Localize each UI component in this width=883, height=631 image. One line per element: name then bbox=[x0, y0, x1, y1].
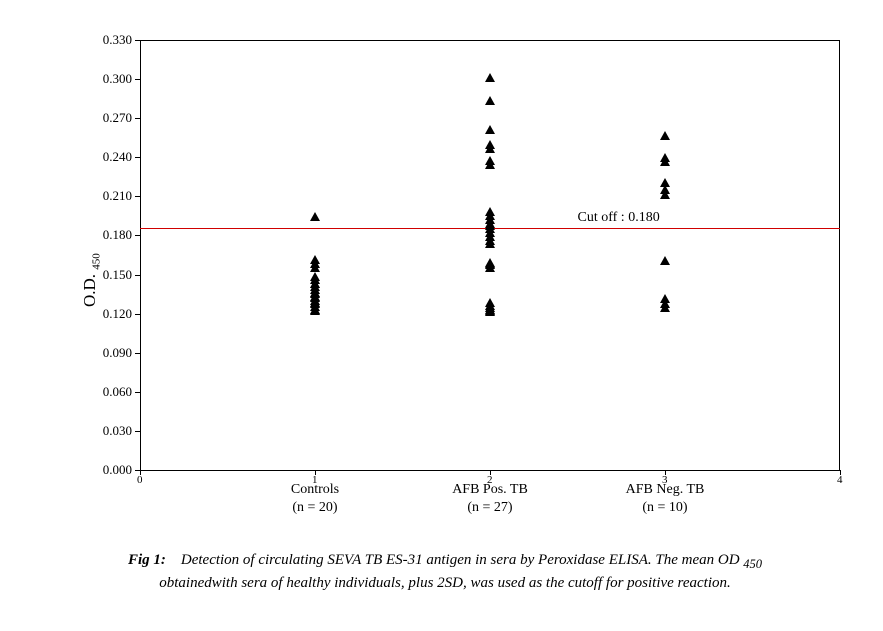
data-point bbox=[485, 144, 495, 153]
y-axis-line bbox=[140, 40, 141, 470]
y-tick-label: 0.150 bbox=[103, 267, 132, 283]
y-tick-label: 0.300 bbox=[103, 71, 132, 87]
data-point bbox=[485, 125, 495, 134]
x-axis-index: 4 bbox=[837, 474, 843, 486]
y-tick bbox=[135, 196, 140, 197]
y-tick bbox=[135, 40, 140, 41]
y-tick-label: 0.330 bbox=[103, 32, 132, 48]
data-point bbox=[660, 131, 670, 140]
y-tick-label: 0.270 bbox=[103, 110, 132, 126]
x-axis-index: 0 bbox=[137, 474, 143, 486]
y-axis-label: O.D. 450 bbox=[80, 253, 102, 307]
y-tick-label: 0.120 bbox=[103, 306, 132, 322]
y-tick-label: 0.090 bbox=[103, 345, 132, 361]
x-category-n-label: (n = 27) bbox=[420, 500, 560, 516]
x-category-label: Controls bbox=[245, 482, 385, 498]
x-category-label: AFB Neg. TB bbox=[595, 482, 735, 498]
y-tick bbox=[135, 235, 140, 236]
data-point bbox=[485, 73, 495, 82]
y-tick-label: 0.180 bbox=[103, 227, 132, 243]
data-point bbox=[660, 157, 670, 166]
data-point bbox=[485, 96, 495, 105]
figure-caption: Fig 1: Detection of circulating SEVA TB … bbox=[70, 550, 820, 593]
y-tick bbox=[135, 431, 140, 432]
data-point bbox=[485, 263, 495, 272]
data-point bbox=[310, 306, 320, 315]
data-point bbox=[660, 190, 670, 199]
data-point bbox=[310, 263, 320, 272]
y-tick bbox=[135, 79, 140, 80]
y-tick-label: 0.240 bbox=[103, 149, 132, 165]
data-point bbox=[660, 303, 670, 312]
figure-label: Fig 1: bbox=[128, 552, 166, 568]
caption-line1: Detection of circulating SEVA TB ES-31 a… bbox=[181, 552, 743, 568]
data-point bbox=[485, 307, 495, 316]
y-tick bbox=[135, 314, 140, 315]
y-tick bbox=[135, 392, 140, 393]
y-tick bbox=[135, 275, 140, 276]
y-tick-label: 0.060 bbox=[103, 384, 132, 400]
data-point bbox=[660, 256, 670, 265]
y-tick-label: 0.030 bbox=[103, 423, 132, 439]
x-category-n-label: (n = 10) bbox=[595, 500, 735, 516]
figure-page: 0.000 0.030 0.060 0.090 0.120 0.150 0.180 0.210… bbox=[0, 0, 883, 631]
data-point bbox=[485, 160, 495, 169]
data-point bbox=[485, 239, 495, 248]
caption-line2: obtainedwith sera of healthy individuals… bbox=[159, 575, 731, 591]
y-tick-label: 0.000 bbox=[103, 462, 132, 478]
x-category-label: AFB Pos. TB bbox=[420, 482, 560, 498]
x-category-n-label: (n = 20) bbox=[245, 500, 385, 516]
y-tick bbox=[135, 118, 140, 119]
y-tick bbox=[135, 157, 140, 158]
y-tick-label: 0.210 bbox=[103, 188, 132, 204]
caption-sub: 450 bbox=[743, 557, 762, 571]
cutoff-label: Cut off : 0.180 bbox=[578, 210, 660, 226]
data-point bbox=[310, 212, 320, 221]
y-tick bbox=[135, 353, 140, 354]
